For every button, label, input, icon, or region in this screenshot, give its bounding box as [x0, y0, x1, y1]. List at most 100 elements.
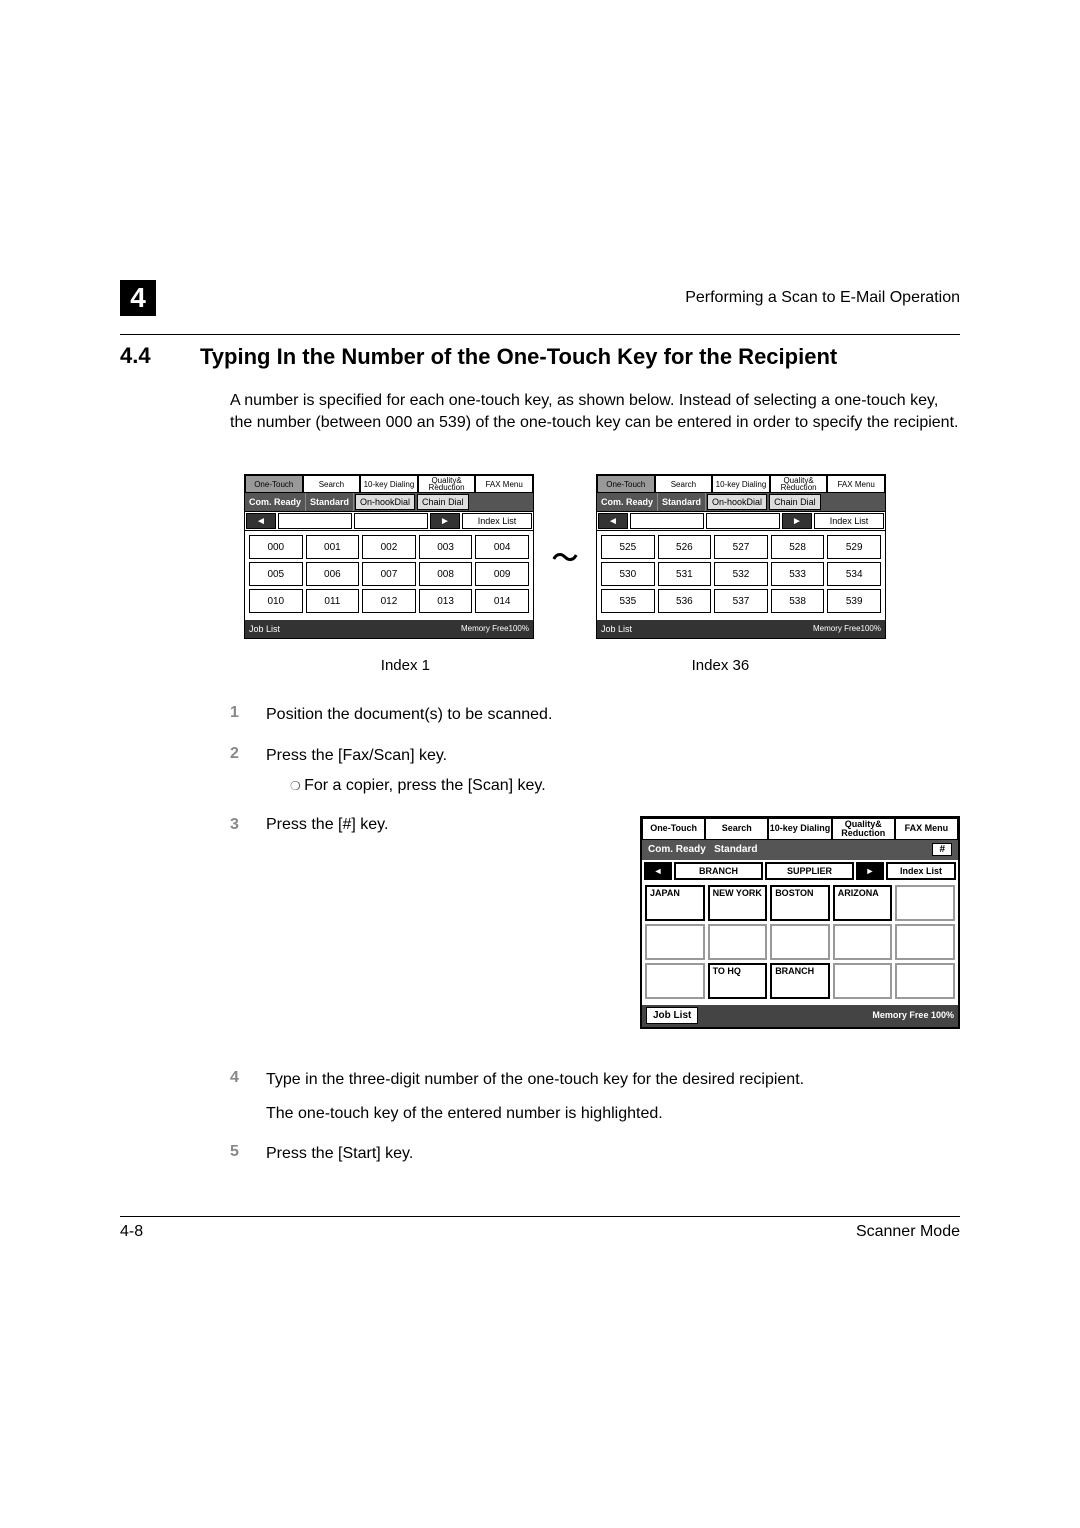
chapter-number: 4 [120, 280, 156, 316]
key-newyork[interactable]: NEW YORK [708, 885, 768, 921]
tab-one-touch[interactable]: One-Touch [642, 818, 705, 840]
key-cell[interactable]: 528 [771, 535, 825, 559]
key-empty[interactable] [645, 963, 705, 999]
key-empty[interactable] [895, 885, 955, 921]
lcd-grid: 525 526 527 528 529 530 531 532 533 534 … [597, 531, 885, 620]
key-cell[interactable]: 006 [306, 562, 360, 586]
lcd-screens-row: One-Touch Search 10-key Dialing Quality&… [170, 474, 960, 639]
key-empty[interactable] [895, 963, 955, 999]
key-cell[interactable]: 533 [771, 562, 825, 586]
key-cell[interactable]: 526 [658, 535, 712, 559]
nav-right-icon[interactable]: ► [856, 862, 884, 880]
key-cell[interactable]: 535 [601, 589, 655, 613]
key-cell[interactable]: 538 [771, 589, 825, 613]
nav-left-icon[interactable]: ◄ [598, 513, 628, 529]
tab-one-touch[interactable]: One-Touch [597, 475, 655, 493]
key-cell[interactable]: 537 [714, 589, 768, 613]
nav-right-icon[interactable]: ► [430, 513, 460, 529]
step-5: 5 Press the [Start] key. [230, 1143, 960, 1165]
key-cell[interactable]: 009 [475, 562, 529, 586]
memory-free-label: Memory Free [461, 624, 509, 633]
status-chain[interactable]: Chain Dial [417, 494, 469, 510]
key-cell[interactable]: 536 [658, 589, 712, 613]
key-tohq[interactable]: TO HQ [708, 963, 768, 999]
key-cell[interactable]: 527 [714, 535, 768, 559]
key-cell[interactable]: 007 [362, 562, 416, 586]
nav-right-icon[interactable]: ► [782, 513, 812, 529]
tab-10key[interactable]: 10-key Dialing [768, 818, 831, 840]
key-cell[interactable]: 000 [249, 535, 303, 559]
key-cell[interactable]: 013 [419, 589, 473, 613]
nav-branch[interactable]: BRANCH [674, 862, 763, 880]
key-branch[interactable]: BRANCH [770, 963, 830, 999]
tab-10key[interactable]: 10-key Dialing [360, 475, 418, 493]
nav-left-icon[interactable]: ◄ [644, 862, 672, 880]
lcd-nav: ◄ BRANCH SUPPLIER ► Index List [642, 860, 958, 882]
key-japan[interactable]: JAPAN [645, 885, 705, 921]
status-ready: Com. Ready [597, 493, 658, 511]
tab-faxmenu[interactable]: FAX Menu [827, 475, 885, 493]
key-cell[interactable]: 539 [827, 589, 881, 613]
key-cell[interactable]: 534 [827, 562, 881, 586]
key-cell[interactable]: 003 [419, 535, 473, 559]
key-cell[interactable]: 529 [827, 535, 881, 559]
key-boston[interactable]: BOSTON [770, 885, 830, 921]
running-head: Performing a Scan to E-Mail Operation [685, 289, 960, 307]
status-ready: Com. Ready [245, 493, 306, 511]
nav-index-list[interactable]: Index List [814, 513, 884, 529]
tab-faxmenu[interactable]: FAX Menu [475, 475, 533, 493]
tab-search[interactable]: Search [705, 818, 768, 840]
key-empty[interactable] [645, 924, 705, 960]
memory-pct: 100% [509, 624, 529, 633]
key-empty[interactable] [770, 924, 830, 960]
status-onhook[interactable]: On-hookDial [707, 494, 767, 510]
caption-index-36: Index 36 [692, 657, 750, 674]
nav-left-icon[interactable]: ◄ [246, 513, 276, 529]
status-onhook[interactable]: On-hookDial [355, 494, 415, 510]
tab-faxmenu[interactable]: FAX Menu [895, 818, 958, 840]
nav-index-list[interactable]: Index List [462, 513, 532, 529]
key-cell[interactable]: 531 [658, 562, 712, 586]
status-chain[interactable]: Chain Dial [769, 494, 821, 510]
key-cell[interactable]: 004 [475, 535, 529, 559]
tab-10key[interactable]: 10-key Dialing [712, 475, 770, 493]
key-cell[interactable]: 011 [306, 589, 360, 613]
job-list-label[interactable]: Job List [601, 624, 632, 634]
nav-gap [354, 513, 428, 529]
memory-pct: 100% [931, 1010, 954, 1020]
nav-index-list[interactable]: Index List [886, 862, 956, 880]
lcd-screen-1: One-Touch Search 10-key Dialing Quality&… [244, 474, 534, 639]
key-cell[interactable]: 014 [475, 589, 529, 613]
key-cell[interactable]: 005 [249, 562, 303, 586]
key-cell[interactable]: 001 [306, 535, 360, 559]
key-empty[interactable] [895, 924, 955, 960]
lcd-grid: 000 001 002 003 004 005 006 007 008 009 … [245, 531, 533, 620]
lcd-status-bar: Com. Ready Standard On-hookDial Chain Di… [245, 493, 533, 511]
status-standard: Standard [306, 493, 354, 511]
step-3: 3 Press the [#] key. One-Touch Search 10… [230, 816, 960, 1029]
tab-quality[interactable]: Quality& Reduction [832, 818, 895, 840]
tab-search[interactable]: Search [655, 475, 713, 493]
tab-quality[interactable]: Quality& Reduction [770, 475, 828, 493]
key-arizona[interactable]: ARIZONA [833, 885, 893, 921]
key-cell[interactable]: 525 [601, 535, 655, 559]
key-empty[interactable] [833, 963, 893, 999]
tab-quality[interactable]: Quality& Reduction [418, 475, 476, 493]
key-empty[interactable] [708, 924, 768, 960]
key-cell[interactable]: 010 [249, 589, 303, 613]
key-cell[interactable]: 002 [362, 535, 416, 559]
section-number: 4.4 [120, 343, 170, 372]
job-list-button[interactable]: Job List [646, 1007, 698, 1024]
job-list-label[interactable]: Job List [249, 624, 280, 634]
key-cell[interactable]: 012 [362, 589, 416, 613]
nav-supplier[interactable]: SUPPLIER [765, 862, 854, 880]
key-empty[interactable] [833, 924, 893, 960]
section-title: Typing In the Number of the One-Touch Ke… [200, 343, 837, 372]
key-cell[interactable]: 530 [601, 562, 655, 586]
key-cell[interactable]: 008 [419, 562, 473, 586]
tab-one-touch[interactable]: One-Touch [245, 475, 303, 493]
key-cell[interactable]: 532 [714, 562, 768, 586]
tab-search[interactable]: Search [303, 475, 361, 493]
index-captions: Index 1 Index 36 [170, 657, 960, 674]
lcd-status-bar: Com. Ready Standard On-hookDial Chain Di… [597, 493, 885, 511]
